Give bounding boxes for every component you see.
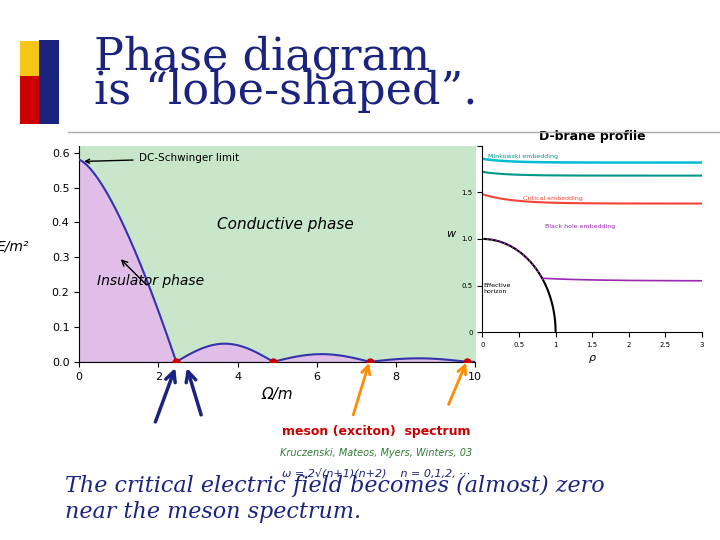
Text: Kruczenski, Mateos, Myers, Winters, 03: Kruczenski, Mateos, Myers, Winters, 03 xyxy=(280,448,472,458)
Text: Minkowski embedding: Minkowski embedding xyxy=(488,154,558,159)
Bar xyxy=(39,40,59,124)
Text: Insulator phase: Insulator phase xyxy=(97,274,204,288)
Text: is “lobe-shaped”.: is “lobe-shaped”. xyxy=(94,70,477,113)
X-axis label: $\rho$: $\rho$ xyxy=(588,353,597,366)
Text: The critical electric field becomes (almost) zero
near the meson spectrum.: The critical electric field becomes (alm… xyxy=(65,475,604,523)
Text: ω = 2√(n+1)(n+2)    n = 0,1,2, ⋯: ω = 2√(n+1)(n+2) n = 0,1,2, ⋯ xyxy=(282,468,470,479)
Bar xyxy=(20,76,40,124)
Y-axis label: E/m²: E/m² xyxy=(0,240,29,254)
Text: Phase diagram: Phase diagram xyxy=(94,35,430,79)
Text: Effective
horizon: Effective horizon xyxy=(484,283,511,294)
Text: Critical embedding: Critical embedding xyxy=(523,196,582,201)
X-axis label: Ω/m: Ω/m xyxy=(261,387,293,402)
Text: DC-Schwinger limit: DC-Schwinger limit xyxy=(86,153,239,164)
Title: D-brane profile: D-brane profile xyxy=(539,130,646,143)
Y-axis label: w: w xyxy=(446,229,455,239)
Text: meson (exciton)  spectrum: meson (exciton) spectrum xyxy=(282,425,470,438)
Text: Black hole embedding: Black hole embedding xyxy=(544,224,615,229)
Text: Conductive phase: Conductive phase xyxy=(217,218,354,232)
Bar xyxy=(20,40,40,89)
